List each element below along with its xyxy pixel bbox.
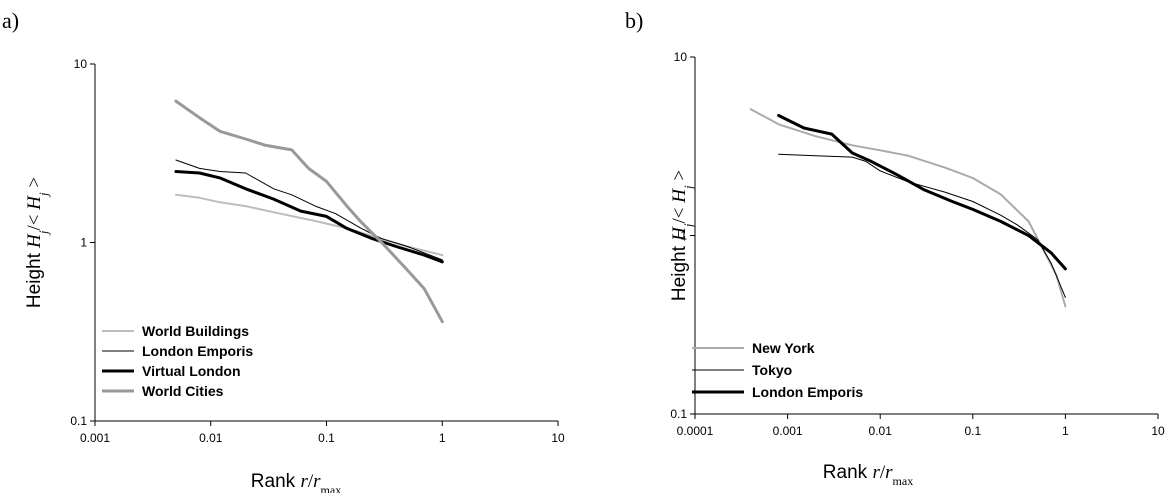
- panel-label: a): [2, 8, 19, 33]
- legend-entry: World Buildings: [142, 323, 249, 339]
- legend-entry: London Emporis: [142, 343, 253, 359]
- series-line-tokyo: [778, 153, 1066, 298]
- legend-entry: London Emporis: [752, 384, 863, 400]
- x-axis-label: Rank r/rmax: [251, 471, 341, 493]
- x-tick-label: 0.0001: [677, 424, 714, 438]
- x-tick-label: 0.001: [773, 424, 803, 438]
- panel-label: b): [625, 8, 643, 33]
- series-line-london-emporis: [175, 159, 443, 261]
- y-axis-label: Height Hj/< Hj >: [24, 177, 51, 308]
- series-line-world-buildings: [174, 193, 444, 257]
- y-tick-label: 10: [74, 57, 88, 71]
- legend: World Buildings London Emporis Virtual Lon…: [102, 323, 253, 399]
- x-tick-label: 0.01: [869, 424, 893, 438]
- chart-panel-1: a) 0.1 1 10 0.001 0.01 0.1 1 10 World Buildings Lo…: [2, 8, 565, 493]
- series-line-new-york: [749, 108, 1067, 308]
- x-tick-label: 10: [1151, 424, 1165, 438]
- x-tick-label: 0.01: [199, 431, 223, 445]
- legend-entry: World Cities: [142, 383, 224, 399]
- legend-entry: Virtual London: [142, 363, 241, 379]
- y-tick-label: 0.1: [70, 414, 87, 428]
- series-line-world-cities: [174, 99, 444, 324]
- legend-entry: Tokyo: [752, 362, 792, 378]
- legend-entry: New York: [752, 340, 815, 356]
- series-line-virtual-london: [174, 170, 444, 264]
- x-tick-label: 0.1: [318, 431, 335, 445]
- y-tick-label: 10: [674, 50, 688, 64]
- x-tick-label: 0.1: [964, 424, 981, 438]
- y-tick-label: 0.1: [670, 407, 687, 421]
- x-tick-label: 1: [1062, 424, 1069, 438]
- y-tick-label: 1: [680, 229, 687, 243]
- legend: New York Tokyo London Emporis: [692, 340, 863, 400]
- y-axis-label: Height Hj/< Hj >: [669, 170, 696, 301]
- y-tick-label: 1: [80, 236, 87, 250]
- x-tick-label: 1: [439, 431, 446, 445]
- chart-panel-2: b) 0.1 1 10 0.0001 0.001 0.01 0.1 1 10 New York Tok…: [625, 8, 1165, 488]
- x-tick-label: 10: [551, 431, 565, 445]
- x-tick-label: 0.001: [80, 431, 110, 445]
- x-axis-label: Rank r/rmax: [823, 462, 913, 488]
- series-line-london-emporis: [777, 114, 1067, 271]
